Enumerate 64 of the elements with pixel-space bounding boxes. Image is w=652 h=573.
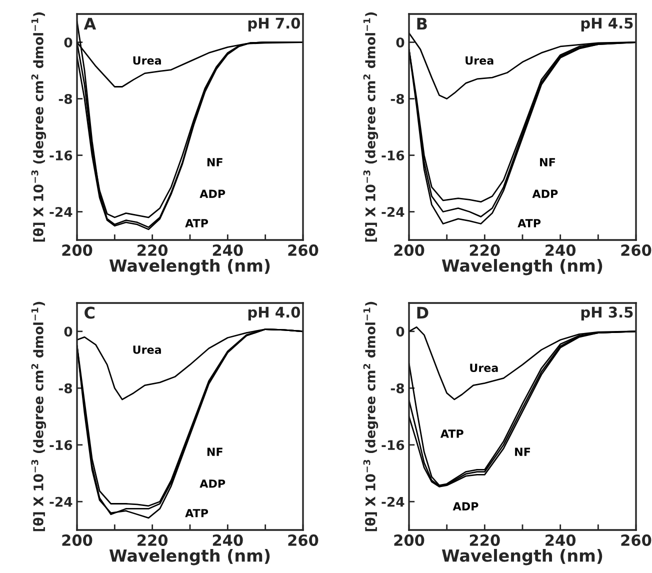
x-tick-label: 200 [62, 534, 92, 546]
x-axis-title: Wavelength (nm) [442, 258, 602, 276]
y-axis-title: [θ] X 10$^{−3}$ (degree cm$^{2}$ dmol$^{−1}$) [31, 12, 46, 242]
text: NF [540, 158, 555, 166]
x-tick-label: 200 [394, 244, 424, 256]
x-axis-title: Wavelength (nm) [109, 258, 270, 276]
y-axis-title: [θ] X 10$^{−3}$ (degree cm$^{2}$ dmol$^{−1}$) [31, 302, 46, 532]
chart-title: pH 4.5 [581, 18, 633, 32]
x-tick-label: 220 [470, 534, 500, 546]
series-label: Urea [133, 56, 161, 65]
y-tick-label: -8 [58, 383, 72, 394]
y-tick-label: -16 [50, 440, 72, 450]
x-tick-label: 260 [621, 534, 652, 546]
x-tick-label: 240 [546, 244, 576, 256]
y-tick-label: -8 [390, 94, 404, 104]
y-tick-label: -24 [382, 496, 404, 507]
text: ATP [185, 219, 208, 228]
x-tick-label: 200 [394, 534, 424, 546]
series-label: ATP [440, 430, 464, 438]
annotation: B [417, 18, 427, 30]
x-tick-label: 260 [621, 244, 652, 256]
text: ADP [532, 190, 558, 198]
annotation: C [84, 306, 94, 319]
y-tick-label: -24 [382, 206, 404, 217]
x-tick-label: 220 [138, 534, 168, 546]
series-label: Urea [470, 364, 498, 372]
y-tick-label: -16 [50, 150, 72, 160]
series-label: ADP [452, 502, 478, 510]
y-tick-label: -16 [382, 150, 404, 160]
annotation: D [417, 306, 428, 319]
annotation: A [84, 18, 96, 30]
text: ADP [200, 190, 226, 198]
text: Urea [133, 346, 161, 354]
text: NF [207, 158, 222, 166]
y-axis-title: [θ] X 10$^{−3}$ (degree cm$^{2}$ dmol$^{−1}$) [363, 12, 378, 242]
x-tick-label: 220 [470, 244, 500, 256]
x-tick-label: 260 [288, 244, 318, 256]
x-tick-label: 220 [138, 244, 168, 256]
y-axis-title: [θ] X 10$^{−3}$ (degree cm$^{2}$ dmol$^{−1}$) [363, 302, 378, 532]
chart-title: pH 3.5 [581, 306, 633, 321]
series-label: NF [515, 448, 530, 456]
chart-title: pH 4.0 [248, 306, 300, 321]
y-tick-label: -24 [50, 206, 72, 217]
text: ATP [185, 509, 208, 518]
y-tick-label: -16 [382, 440, 404, 450]
y-tick-label: 0 [64, 326, 72, 337]
x-tick-label: 240 [212, 244, 243, 256]
x-tick-label: 240 [546, 534, 576, 546]
x-axis-title: Wavelength (nm) [109, 548, 270, 566]
y-tick-label: -8 [390, 383, 404, 394]
y-tick-label: 0 [396, 37, 404, 48]
y-tick-label: -24 [50, 496, 72, 507]
y-tick-label: -8 [58, 94, 72, 104]
y-tick-label: 0 [64, 37, 72, 48]
x-axis-title: Wavelength (nm) [442, 548, 602, 566]
text: ATP [518, 219, 541, 228]
series-label: Urea [466, 56, 494, 65]
y-tick-label: 0 [396, 326, 404, 337]
text: NF [207, 448, 222, 456]
x-tick-label: 260 [288, 534, 318, 546]
x-tick-label: 240 [212, 534, 243, 546]
x-tick-label: 200 [62, 244, 92, 256]
chart-title: pH 7.0 [248, 18, 300, 32]
text: ADP [200, 480, 226, 488]
